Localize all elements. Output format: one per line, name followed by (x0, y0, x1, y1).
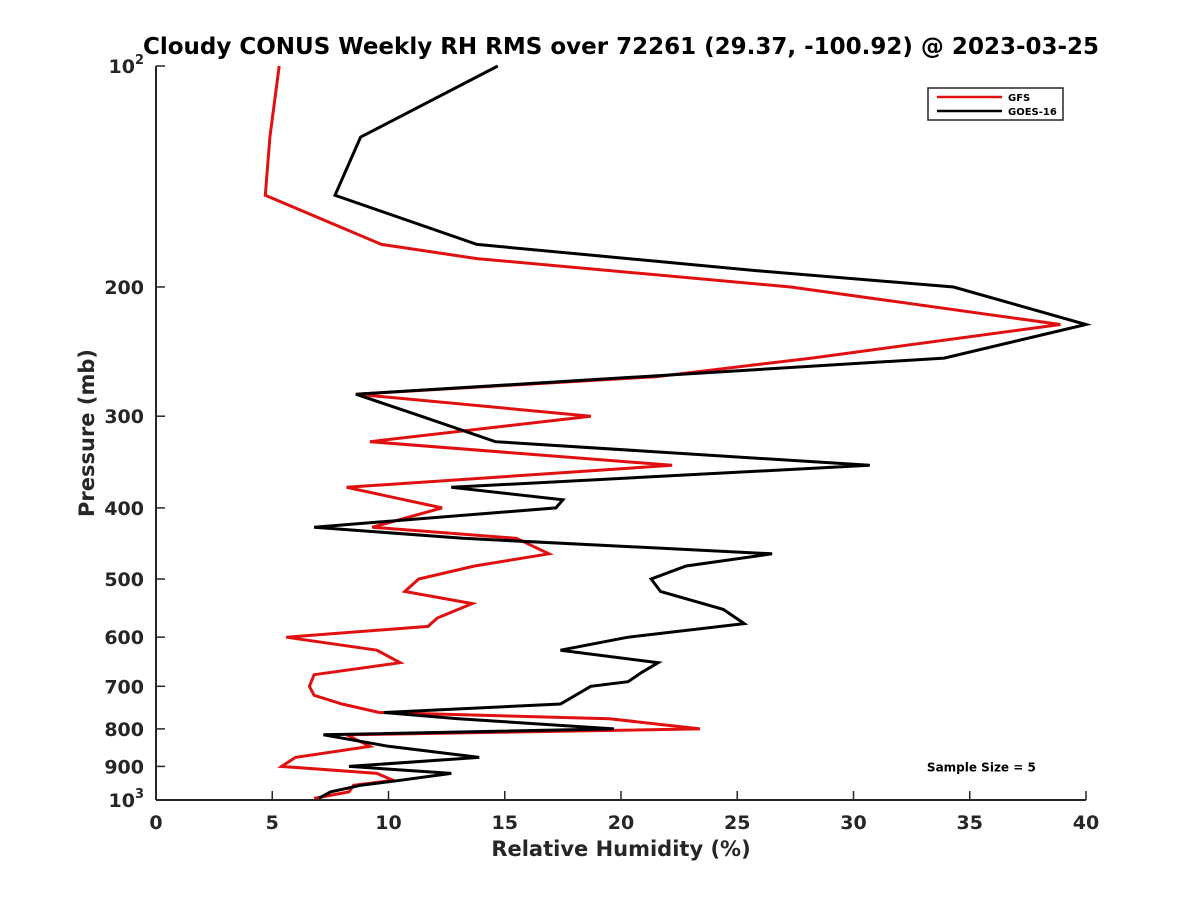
y-tick-label: 700 (104, 676, 144, 698)
x-axis-ticks: 0 5 10 15 20 25 30 35 40 (149, 791, 1099, 834)
x-tick-label: 5 (266, 812, 279, 834)
legend: GFS GOES-16 (927, 87, 1064, 121)
y-tick-label: 800 (104, 719, 144, 741)
y-tick-label: 600 (104, 627, 144, 649)
y-axis-ticks: 102 200 300 400 500 600 700 800 900 103 (104, 53, 165, 812)
x-tick-label: 0 (149, 812, 162, 834)
x-tick-label: 20 (608, 812, 634, 834)
legend-label-gfs: GFS (1008, 93, 1030, 104)
x-tick-label: 35 (957, 812, 983, 834)
x-tick-label: 25 (724, 812, 750, 834)
chart-title: Cloudy CONUS Weekly RH RMS over 72261 (2… (143, 34, 1099, 60)
x-tick-label: 30 (840, 812, 866, 834)
series-layer (263, 64, 1092, 800)
y-tick-label: 500 (104, 569, 144, 591)
legend-label-goes16: GOES-16 (1008, 107, 1057, 118)
y-tick-label: 102 (109, 53, 145, 78)
y-axis-label: Pressure (mb) (75, 349, 99, 517)
sample-size-annotation: Sample Size = 5 (927, 760, 1036, 774)
x-axis-label: Relative Humidity (%) (491, 837, 750, 861)
x-tick-label: 10 (375, 812, 401, 834)
series-line-goes16 (313, 64, 1092, 800)
y-tick-label: 103 (109, 787, 145, 812)
x-tick-label: 40 (1073, 812, 1099, 834)
y-tick-label: 300 (104, 406, 144, 428)
y-tick-label: 400 (104, 498, 144, 520)
legend-box (927, 87, 1064, 121)
x-tick-label: 15 (492, 812, 518, 834)
y-tick-label: 900 (104, 756, 144, 778)
y-tick-label: 200 (104, 277, 144, 299)
